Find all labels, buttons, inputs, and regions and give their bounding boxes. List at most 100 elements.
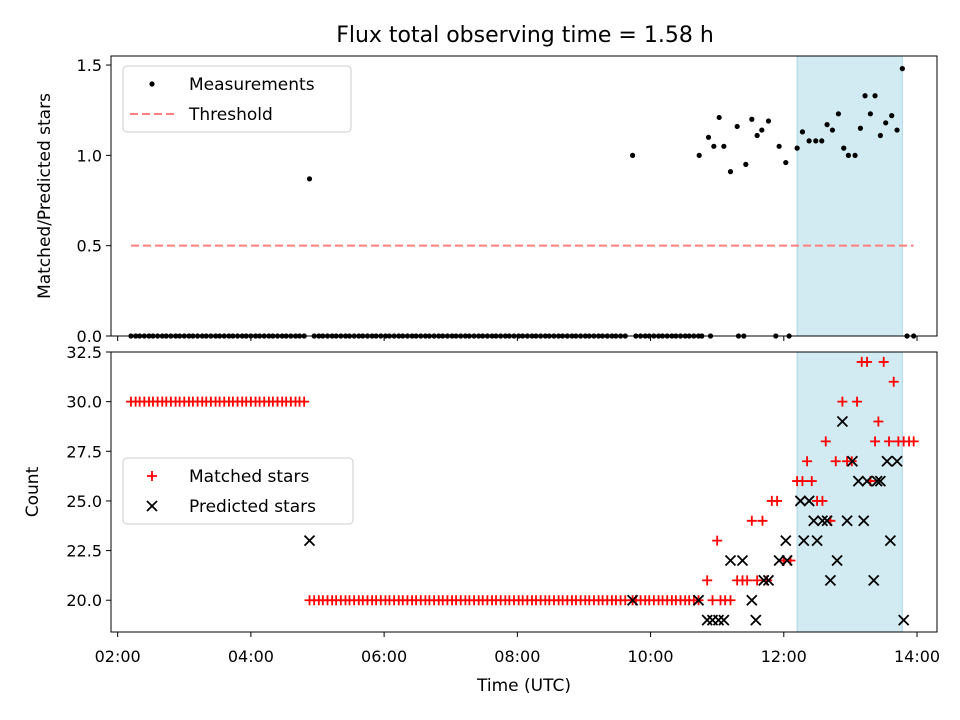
measurement-point	[783, 159, 789, 166]
matched-point	[806, 476, 817, 487]
predicted-point	[692, 594, 705, 606]
predicted-point	[891, 455, 903, 467]
predicted-point	[874, 475, 887, 487]
predicted-point	[750, 614, 762, 626]
matched-point	[820, 436, 831, 447]
legend-label: Measurements	[189, 75, 315, 95]
predicted-point	[762, 574, 775, 587]
predicted-point	[746, 594, 758, 606]
measurement-point	[877, 132, 883, 139]
x-tick-label: 12:00	[761, 647, 807, 666]
predicted-point	[808, 515, 820, 527]
matched-point	[837, 396, 848, 407]
measurement-point	[743, 161, 749, 167]
matched-point	[725, 595, 736, 606]
predicted-point	[841, 515, 853, 527]
matched-point	[878, 356, 889, 367]
y-tick-label: 0.0	[77, 327, 102, 346]
measurement-point	[852, 152, 858, 158]
predicted-point	[816, 515, 829, 527]
measurement-point	[696, 152, 702, 158]
predicted-point	[881, 455, 893, 467]
measurement-point	[894, 127, 900, 133]
predicted-point	[836, 415, 849, 428]
ratio-panel: 0.0 0.5 1.0 1.5 Matched/Predicted stars Measu…	[35, 55, 938, 346]
matched-point	[712, 535, 723, 546]
matched-point	[862, 356, 873, 367]
y-tick-label: 20.0	[66, 591, 102, 610]
measurement-point	[754, 132, 760, 139]
y-tick-label: 0.5	[77, 237, 102, 256]
measurement-point	[824, 122, 830, 128]
y-tick-label: 1.0	[77, 146, 102, 165]
predicted-point	[758, 574, 770, 587]
matched-point	[702, 575, 713, 586]
measurement-point	[749, 116, 755, 122]
axes-frame	[110, 351, 938, 633]
observing-interval-band	[796, 55, 903, 337]
chart-title: Flux total observing time = 1.58 h	[336, 23, 714, 48]
predicted-point	[852, 475, 865, 487]
y-tick-label: 1.5	[77, 56, 102, 75]
legend-box	[122, 457, 354, 525]
matched-point	[742, 575, 753, 586]
matched-point	[772, 495, 783, 506]
predicted-point	[736, 554, 749, 567]
x-axis-label: Time (UTC)	[476, 676, 571, 696]
predicted-point	[868, 574, 880, 587]
measurement-point	[806, 138, 812, 144]
x-tick-label: 14:00	[894, 647, 940, 666]
y-tick-label: 32.5	[66, 343, 102, 362]
predicted-point	[831, 554, 843, 567]
measurement-point	[734, 123, 740, 130]
axes-frame	[110, 55, 938, 337]
x-tick-label: 04:00	[228, 647, 274, 666]
measurement-point	[799, 129, 806, 135]
predicted-point	[811, 535, 823, 547]
measurement-point	[883, 120, 889, 126]
predicted-point	[871, 475, 883, 487]
y-tick-label: 27.5	[66, 442, 102, 461]
x-tick-label: 02:00	[95, 647, 141, 666]
predicted-point	[846, 455, 859, 467]
measurement-point	[759, 127, 765, 133]
legend-label: Matched stars	[189, 467, 309, 487]
measurement-point	[721, 143, 727, 149]
x-tick-label: 06:00	[361, 647, 407, 666]
predicted-point	[858, 515, 870, 527]
matched-point	[830, 456, 841, 467]
predicted-point	[803, 495, 815, 507]
predicted-point	[712, 614, 725, 626]
legend: Matched stars Predicted stars	[122, 457, 354, 525]
matched-point	[884, 436, 895, 447]
y-tick-label: 25.0	[66, 492, 102, 511]
legend-marker	[146, 500, 158, 512]
measurement-point	[829, 127, 836, 133]
legend-marker	[147, 471, 157, 481]
y-axis-label: Matched/Predicted stars	[35, 93, 55, 299]
matched-point	[873, 416, 884, 427]
y-tick-label: 30.0	[66, 393, 102, 412]
measurement-point	[776, 143, 782, 149]
legend-marker	[149, 81, 155, 87]
matched-point	[299, 396, 310, 407]
predicted-point	[798, 535, 810, 547]
x-tick-label: 08:00	[494, 647, 540, 666]
predicted-point	[718, 614, 730, 626]
measurement-point	[862, 93, 868, 99]
measurement-point	[765, 118, 772, 124]
measurement-point	[867, 111, 873, 117]
matched-point	[797, 476, 808, 487]
matched-point	[757, 515, 768, 526]
matched-point	[870, 436, 881, 447]
predicted-point	[824, 574, 837, 587]
predicted-point	[773, 554, 785, 567]
matched-point	[817, 495, 828, 506]
predicted-point	[303, 535, 316, 547]
measurement-point	[819, 138, 825, 144]
measurement-point	[306, 176, 313, 182]
measurement-point	[889, 113, 895, 119]
legend-label: Predicted stars	[189, 497, 316, 517]
predicted-point	[626, 594, 639, 606]
